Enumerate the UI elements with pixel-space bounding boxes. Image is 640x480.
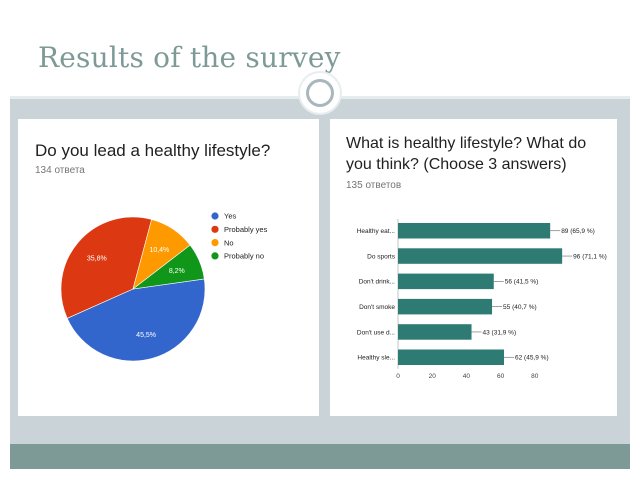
bar bbox=[398, 324, 472, 340]
pie-chart-response-count: 134 ответа bbox=[35, 165, 85, 176]
pie-slice-probably-no bbox=[131, 244, 205, 290]
pie-slice-label: 10,4% bbox=[149, 247, 169, 254]
legend-entry: Yes bbox=[224, 212, 236, 221]
pie-chart: 45,5% 35,8% 10,4% 8,2% Yes Probably yes No Prob… bbox=[60, 212, 268, 362]
bar-chart-response-count: 135 ответов bbox=[346, 180, 402, 191]
value-label: 62 (45,9 %) bbox=[515, 355, 549, 362]
legend-marker bbox=[211, 212, 219, 220]
bar bbox=[398, 223, 551, 239]
x-tick-label: 60 bbox=[497, 373, 505, 380]
category-label: Don't smoke bbox=[359, 304, 395, 311]
legend-marker bbox=[211, 239, 219, 247]
category-label: Healthy eat... bbox=[357, 228, 395, 235]
pie-chart-title: Do you lead a healthy lifestyle? bbox=[35, 141, 271, 160]
bar bbox=[398, 298, 493, 315]
ornament-ring-icon bbox=[306, 79, 334, 107]
x-tick-label: 20 bbox=[429, 373, 437, 380]
x-tick-label: 0 bbox=[396, 373, 400, 380]
category-label: Do sports bbox=[367, 253, 396, 260]
value-label: 43 (31,9 %) bbox=[483, 329, 517, 336]
x-tick-label: 40 bbox=[463, 373, 471, 380]
pie-slice-label: 8,2% bbox=[169, 268, 185, 275]
legend-entry: No bbox=[224, 238, 234, 247]
legend-marker bbox=[211, 225, 219, 233]
value-label: 89 (65,9 %) bbox=[561, 228, 595, 235]
bar bbox=[398, 273, 494, 290]
pie-slice-label: 45,5% bbox=[136, 332, 156, 339]
x-tick-label: 80 bbox=[531, 373, 539, 380]
value-label: 56 (41,5 %) bbox=[505, 279, 539, 286]
bar-chart-title: What is healthy lifestyle? What do you t… bbox=[346, 135, 587, 173]
footer-bar bbox=[10, 444, 630, 469]
pie-chart-panel: Do you lead a healthy lifestyle? 134 отв… bbox=[18, 119, 319, 416]
bar bbox=[398, 349, 505, 365]
slide-title: Results of the survey bbox=[38, 41, 341, 74]
legend-entry: Probably no bbox=[224, 252, 264, 261]
pie-slice-label: 35,8% bbox=[87, 256, 107, 263]
legend-marker bbox=[211, 252, 219, 260]
category-label: Don't use d... bbox=[357, 329, 395, 336]
bar-chart-panel: What is healthy lifestyle? What do you t… bbox=[330, 119, 617, 416]
category-label: Healthy sle... bbox=[357, 355, 395, 362]
bar-chart: Healthy eat... 89 (65,9 %) Do sports 96 (71… bbox=[357, 219, 607, 380]
category-label: Don't drink... bbox=[359, 279, 395, 286]
value-label: 96 (71,1 %) bbox=[573, 253, 607, 260]
pie-slice-yes bbox=[66, 278, 206, 362]
value-label: 55 (40,7 %) bbox=[503, 304, 537, 311]
legend-entry: Probably yes bbox=[224, 225, 268, 234]
pie-slice-probably-yes bbox=[60, 216, 152, 319]
bar bbox=[398, 248, 563, 264]
